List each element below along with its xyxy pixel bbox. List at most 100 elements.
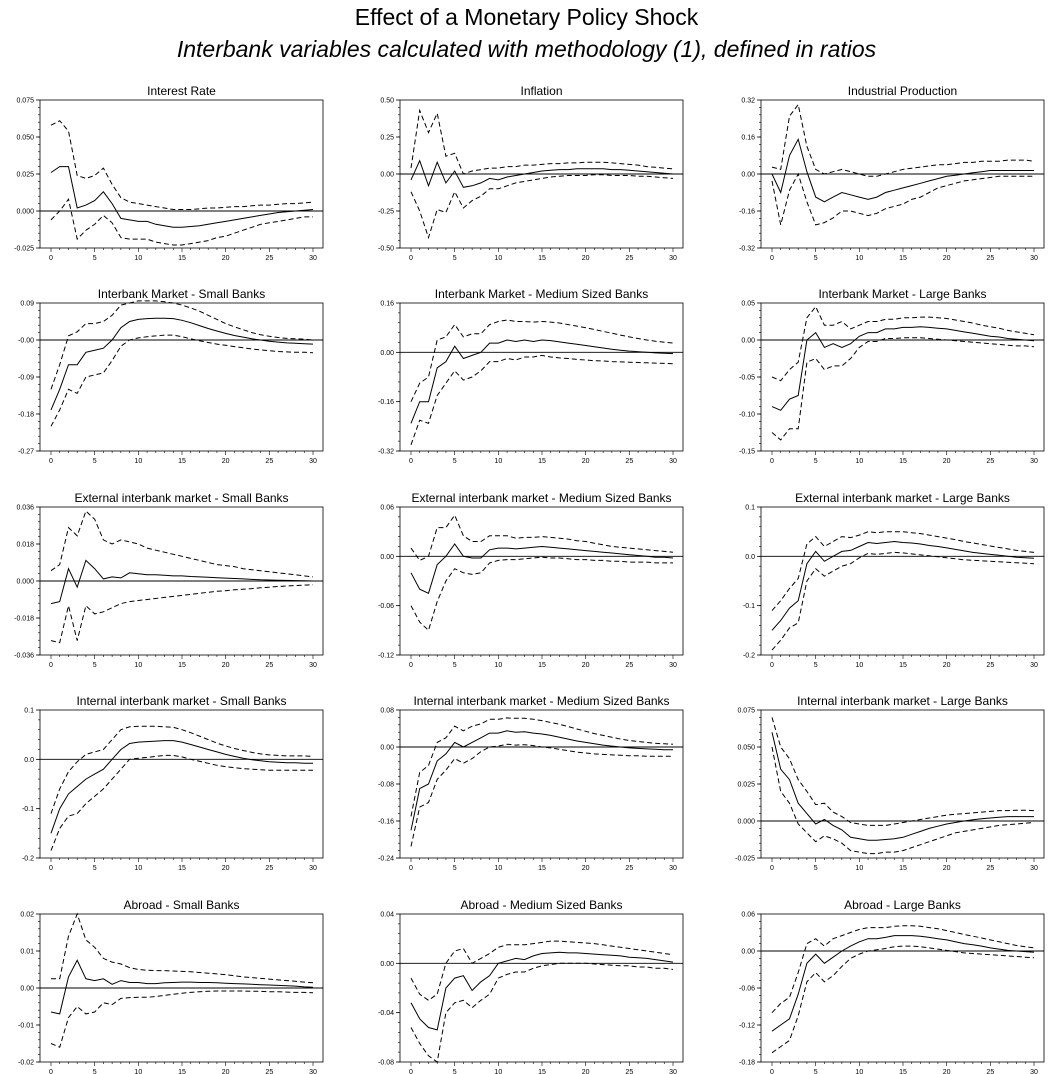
x-tick-label: 20 — [582, 865, 590, 872]
panel-title: External interbank market - Medium Sized… — [411, 491, 671, 505]
y-tick-label: 0.06 — [741, 912, 755, 919]
y-tick-label: -0.05 — [739, 375, 755, 382]
x-tick-label: 10 — [855, 1069, 863, 1074]
y-tick-label: -0.50 — [378, 246, 394, 253]
lower-band-line — [410, 556, 673, 632]
upper-band-line — [410, 717, 674, 817]
x-tick-label: 20 — [943, 662, 951, 669]
x-tick-label: 0 — [770, 255, 774, 262]
x-tick-label: 25 — [625, 662, 633, 669]
x-tick-label: 10 — [855, 458, 863, 465]
lower-band-line — [410, 354, 674, 445]
x-tick-label: 5 — [814, 865, 818, 872]
y-tick-label: -0.10 — [739, 412, 755, 419]
upper-band-line — [51, 912, 314, 984]
x-tick-label: 0 — [409, 1069, 413, 1074]
y-tick-label: 0.02 — [20, 912, 34, 919]
plot-frame — [39, 302, 324, 452]
x-tick-label: 10 — [134, 662, 142, 669]
x-tick-label: 15 — [538, 865, 546, 872]
x-tick-label: 30 — [309, 255, 317, 262]
impulse-response-line — [410, 339, 674, 424]
lower-band-line — [410, 174, 674, 240]
x-tick-label: 5 — [93, 1069, 97, 1074]
chart-panel: Interest Rate -0.025 0.000 0.025 0.050 0.075 0… — [14, 84, 324, 262]
x-tick-label: 30 — [1030, 458, 1038, 465]
x-tick-label: 30 — [309, 662, 317, 669]
x-tick-label: 0 — [49, 1069, 53, 1074]
y-tick-label: -0.025 — [735, 856, 755, 863]
y-tick-label: 0.018 — [16, 542, 34, 549]
panel-title: Interest Rate — [147, 84, 216, 98]
y-tick-label: -0.15 — [739, 449, 755, 456]
y-tick-label: -0.1 — [743, 603, 755, 610]
y-tick-label: -0.2 — [22, 856, 34, 863]
x-tick-label: 15 — [538, 458, 546, 465]
impulse-response-line — [771, 732, 1034, 841]
upper-band-line — [50, 510, 314, 578]
x-tick-label: 30 — [1030, 662, 1038, 669]
x-tick-label: 25 — [265, 662, 273, 669]
chart-panel: Abroad - Small Banks -0.02 -0.01 0.00 0.01 0.… — [18, 898, 324, 1074]
y-tick-label: 0.00 — [380, 172, 394, 179]
panel-title: Abroad - Small Banks — [123, 898, 239, 912]
upper-band-line — [771, 531, 1035, 611]
y-tick-label: 0.04 — [380, 912, 394, 919]
panel-title: Inflation — [520, 84, 562, 98]
x-tick-label: 0 — [49, 458, 53, 465]
x-tick-label: 15 — [538, 255, 546, 262]
x-tick-label: 30 — [309, 865, 317, 872]
y-tick-label: -0.12 — [378, 653, 394, 660]
x-tick-label: 20 — [582, 662, 590, 669]
y-tick-label: -0.02 — [18, 1060, 34, 1067]
x-tick-label: 5 — [814, 662, 818, 669]
y-tick-label: -0.16 — [378, 399, 394, 406]
y-tick-label: -0.06 — [739, 986, 755, 993]
x-tick-label: 5 — [453, 865, 457, 872]
x-tick-label: 10 — [494, 662, 502, 669]
y-tick-label: 0.16 — [380, 301, 394, 308]
x-tick-label: 15 — [178, 662, 186, 669]
y-tick-label: -0.09 — [18, 375, 34, 382]
x-tick-label: 15 — [178, 1069, 186, 1074]
plot-frame — [399, 302, 684, 452]
x-tick-label: 10 — [134, 458, 142, 465]
x-tick-label: 30 — [1030, 1069, 1038, 1074]
lower-band-line — [771, 172, 1034, 226]
y-tick-label: 0.00 — [20, 986, 34, 993]
x-tick-label: 20 — [582, 1069, 590, 1074]
plot-frame — [39, 99, 324, 249]
x-tick-label: 0 — [770, 458, 774, 465]
chart-panel: Internal interbank market - Medium Sized… — [378, 694, 684, 872]
chart-panel: External interbank market - Large Banks -… — [743, 491, 1045, 669]
y-tick-label: 0.00 — [380, 745, 394, 752]
x-tick-label: 10 — [494, 255, 502, 262]
x-tick-label: 15 — [899, 458, 907, 465]
panel-title: Interbank Market - Large Banks — [818, 287, 986, 301]
chart-panel: Industrial Production -0.32 -0.16 0.00 0.16 0… — [739, 84, 1045, 262]
x-tick-label: 30 — [1030, 865, 1038, 872]
x-tick-label: 20 — [943, 1069, 951, 1074]
x-tick-label: 5 — [93, 458, 97, 465]
x-tick-label: 20 — [943, 865, 951, 872]
x-tick-label: 20 — [222, 1069, 230, 1074]
y-tick-label: -0.04 — [378, 1010, 394, 1017]
x-tick-label: 5 — [453, 1069, 457, 1074]
x-tick-label: 15 — [178, 255, 186, 262]
x-tick-label: 25 — [986, 255, 994, 262]
panel-title: Industrial Production — [848, 84, 957, 98]
x-tick-label: 10 — [855, 662, 863, 669]
lower-band-line — [50, 334, 314, 427]
y-tick-label: 0.025 — [737, 782, 755, 789]
y-tick-label: -0.18 — [18, 412, 34, 419]
x-tick-label: 20 — [222, 662, 230, 669]
x-tick-label: 10 — [494, 1069, 502, 1074]
panel-title: Abroad - Large Banks — [844, 898, 961, 912]
y-tick-label: -0.036 — [14, 653, 34, 660]
y-tick-label: 0.0 — [24, 757, 34, 764]
y-tick-label: 0.50 — [380, 98, 394, 105]
x-tick-label: 20 — [943, 255, 951, 262]
x-tick-label: 20 — [943, 458, 951, 465]
x-tick-label: 15 — [178, 458, 186, 465]
